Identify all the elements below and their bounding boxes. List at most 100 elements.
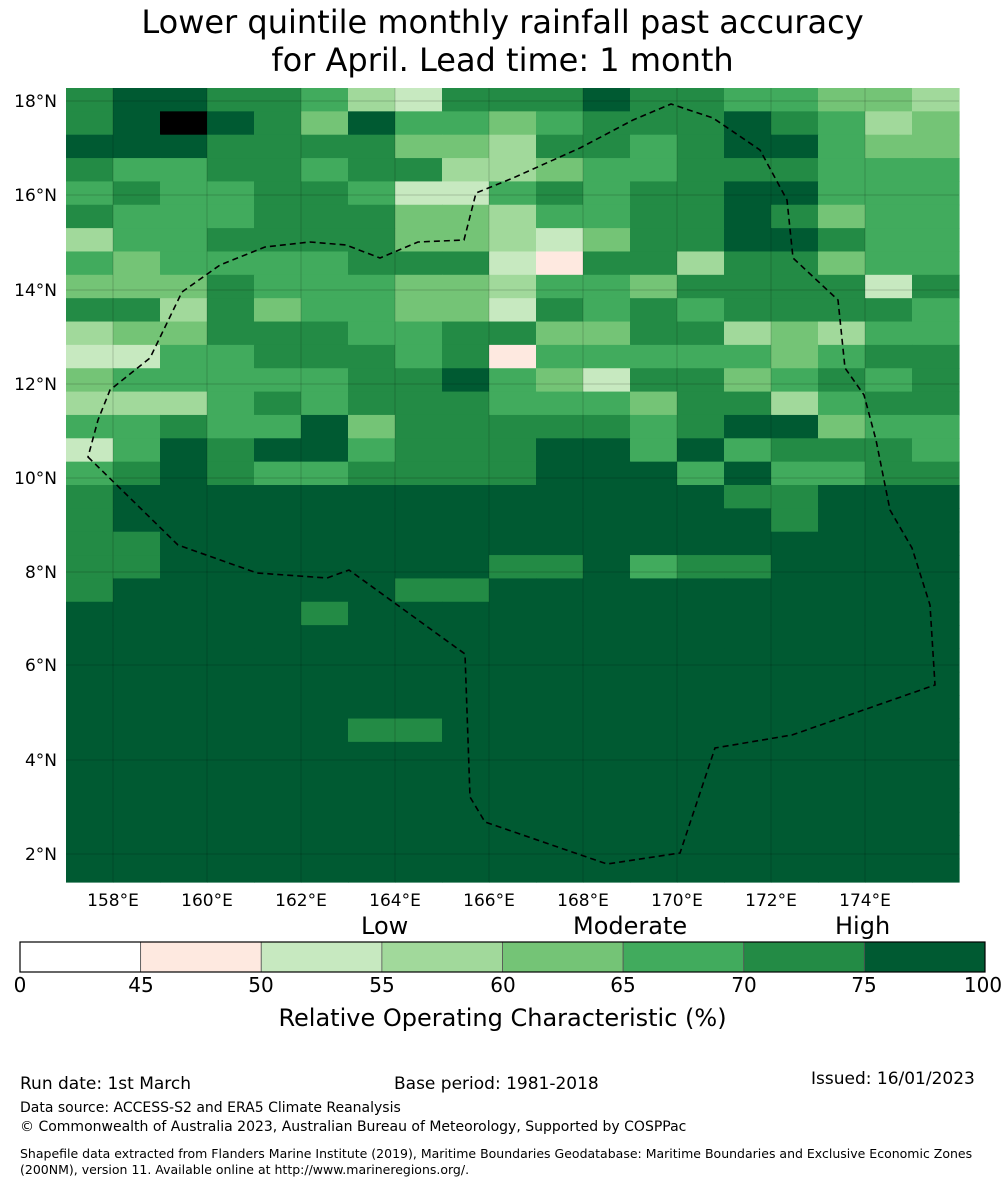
grid-cell	[348, 88, 396, 112]
grid-cell	[442, 485, 490, 509]
grid-cell	[912, 555, 960, 580]
grid-cell	[348, 321, 396, 346]
grid-cell	[160, 181, 208, 206]
grid-cell	[724, 461, 772, 486]
grid-cell	[207, 414, 255, 439]
grid-cell	[160, 718, 208, 743]
grid-cell	[865, 555, 913, 580]
grid-cell	[160, 555, 208, 580]
grid-cell	[254, 461, 302, 486]
grid-cell	[160, 531, 208, 556]
grid-cell	[583, 695, 631, 720]
grid-cell	[677, 508, 725, 533]
grid-cell	[865, 344, 913, 369]
grid-cell	[489, 718, 537, 743]
grid-cell	[771, 391, 819, 416]
grid-cell	[489, 111, 537, 136]
grid-cell	[348, 531, 396, 556]
grid-cell	[489, 298, 537, 323]
grid-cell	[442, 88, 490, 112]
grid-cell	[771, 414, 819, 439]
grid-cell	[536, 438, 584, 463]
grid-cell	[912, 765, 960, 790]
grid-cell	[865, 274, 913, 299]
grid-cell	[442, 671, 490, 696]
grid-cell	[489, 788, 537, 813]
grid-cell	[66, 461, 114, 486]
grid-cell	[724, 181, 772, 206]
grid-cell	[912, 414, 960, 439]
grid-cell	[254, 298, 302, 323]
grid-cell	[395, 695, 443, 720]
grid-cell	[724, 134, 772, 159]
grid-cell	[771, 718, 819, 743]
grid-cell	[113, 158, 161, 183]
grid-cell	[771, 251, 819, 276]
grid-cell	[301, 811, 349, 836]
grid-cell	[818, 134, 866, 159]
colorbar-tick-45: 45	[128, 973, 154, 997]
grid-cell	[66, 811, 114, 836]
colorbar-frame	[19, 941, 986, 973]
grid-cell	[254, 555, 302, 580]
grid-cell	[207, 858, 255, 883]
grid-cell	[771, 788, 819, 813]
grid-cell	[254, 368, 302, 393]
grid-cell	[160, 671, 208, 696]
grid-cell	[536, 274, 584, 299]
grid-cell	[348, 671, 396, 696]
grid-cell	[583, 88, 631, 112]
grid-cell	[583, 111, 631, 136]
grid-cell	[771, 368, 819, 393]
grid-cell	[66, 111, 114, 136]
grid-cell	[301, 181, 349, 206]
grid-cell	[254, 695, 302, 720]
grid-cell	[630, 88, 678, 112]
grid-cell	[301, 718, 349, 743]
longitude-labels: 158°E 160°E 162°E 164°E 166°E 168°E 170°E 172°E…	[87, 891, 891, 911]
grid-cell	[489, 578, 537, 603]
colorbar-tick-0: 0	[13, 973, 27, 997]
grid-cell	[207, 344, 255, 369]
latitude-label: 10°N	[14, 469, 57, 489]
grid-cell	[301, 578, 349, 603]
grid-cell	[113, 274, 161, 299]
grid-cell	[489, 671, 537, 696]
grid-cell	[66, 414, 114, 439]
grid-cell	[630, 788, 678, 813]
grid-cell	[442, 741, 490, 766]
grid-cell	[818, 531, 866, 556]
grid-cell	[348, 695, 396, 720]
grid-cell	[254, 321, 302, 346]
grid-cell	[489, 765, 537, 790]
grid-cell	[395, 88, 443, 112]
grid-cell	[395, 134, 443, 159]
longitude-label: 158°E	[87, 891, 139, 911]
grid-cell	[395, 601, 443, 626]
grid-cell	[677, 228, 725, 253]
latitude-label: 4°N	[25, 751, 57, 771]
grid-cell	[771, 765, 819, 790]
grid-cell	[348, 344, 396, 369]
grid-cell	[583, 788, 631, 813]
grid-cell	[865, 414, 913, 439]
grid-cell	[348, 858, 396, 883]
grid-cell	[207, 765, 255, 790]
grid-cell	[771, 741, 819, 766]
grid-cell	[583, 601, 631, 626]
grid-cell	[254, 718, 302, 743]
grid-cell	[724, 811, 772, 836]
grid-cell	[724, 251, 772, 276]
grid-cell	[771, 158, 819, 183]
grid-cell	[348, 835, 396, 860]
grid-cell	[442, 181, 490, 206]
grid-cell	[442, 625, 490, 650]
grid-cell	[395, 555, 443, 580]
grid-cell	[113, 531, 161, 556]
grid-cell	[348, 134, 396, 159]
grid-cell	[724, 695, 772, 720]
grid-cell	[160, 695, 208, 720]
grid-cell	[630, 811, 678, 836]
grid-cell	[818, 695, 866, 720]
grid-cell	[160, 88, 208, 112]
